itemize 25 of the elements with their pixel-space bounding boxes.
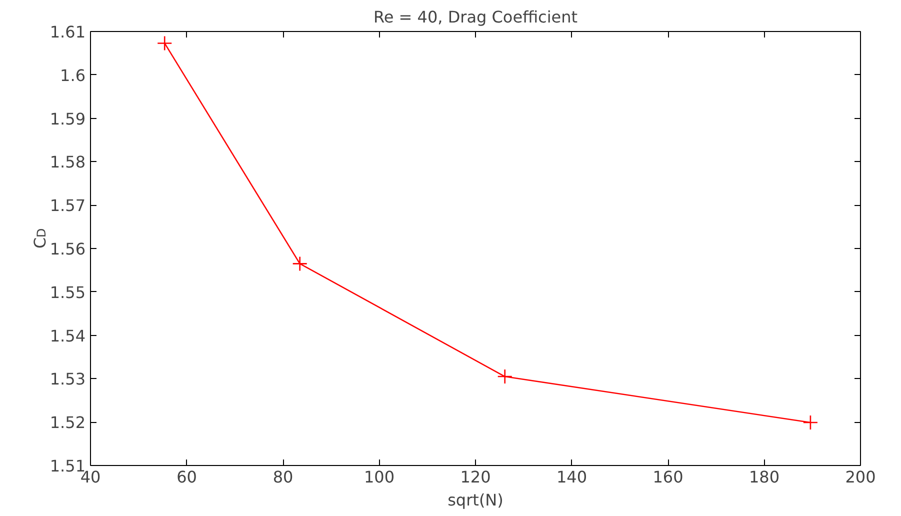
y-tick-label: 1.59 [50,109,86,128]
y-tick-label: 1.57 [50,196,86,216]
x-tick-label: 100 [364,468,395,486]
y-tick-label: 1.52 [50,413,86,432]
x-tick-label: 120 [460,468,491,486]
point [292,256,308,272]
point [156,36,172,51]
x-tick-label: 180 [748,468,780,486]
x-tick-label: 160 [652,468,684,486]
point [802,414,818,430]
y-tick-label: 1.61 [50,22,86,42]
y-tick-label: 1.56 [50,240,86,258]
x-tick-label: 80 [272,468,294,486]
y-tick-label: 1.55 [50,282,86,302]
x-tick-label: 200 [845,468,876,486]
y-tick-label: 1.53 [50,370,86,389]
x-tick-label: 140 [556,468,588,486]
x-axis-title: sqrt(N) [448,490,504,510]
y-axis-title: CD [30,228,50,248]
chart-title: Re = 40, Drag Coefficient [373,8,578,26]
y-tick-label: 1.54 [50,326,86,346]
point [497,368,513,384]
x-tick-label: 60 [176,468,197,486]
y-tick-label: 1.6 [60,66,86,85]
y-tick-label: 1.58 [50,152,86,172]
